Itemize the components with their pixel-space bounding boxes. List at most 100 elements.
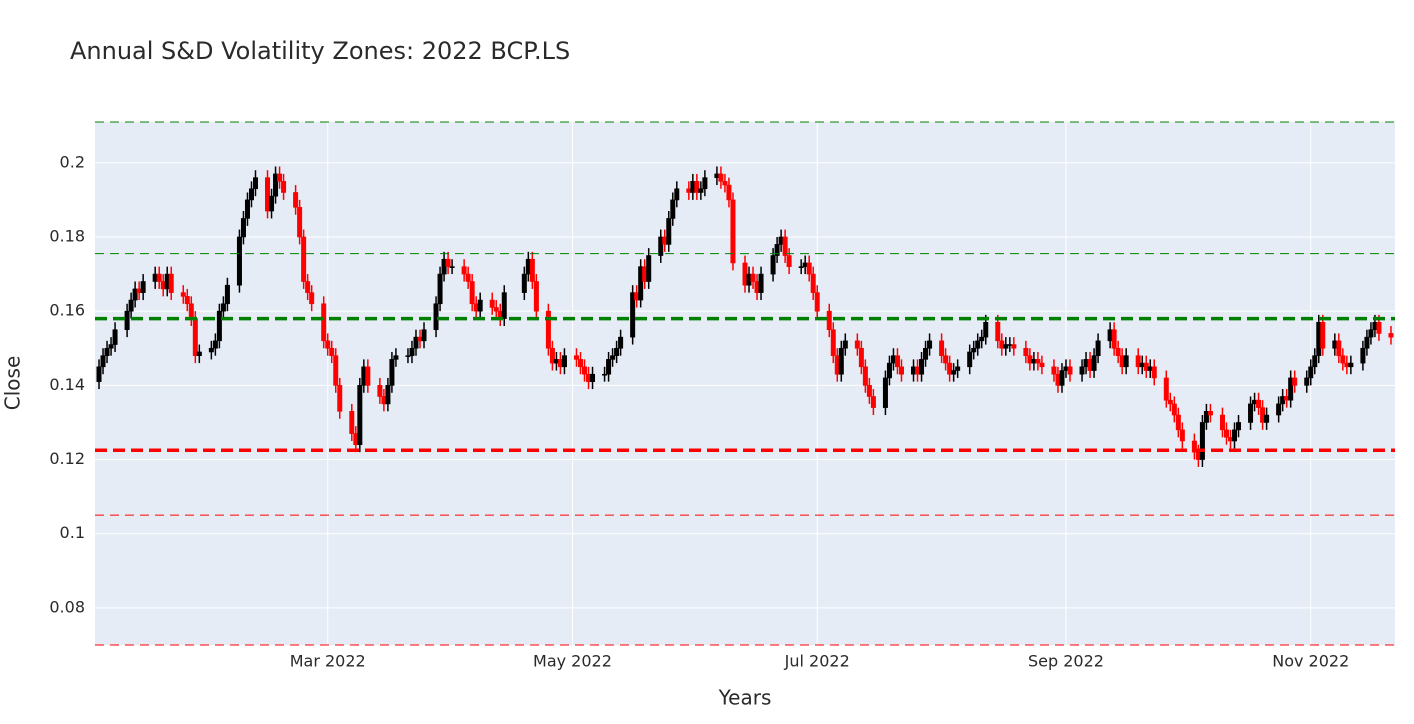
candle-body (124, 310, 130, 331)
plot-area (95, 122, 1395, 645)
candle-body (357, 385, 363, 446)
candle-body (646, 255, 652, 282)
candle-body (886, 362, 892, 379)
candle-body (96, 366, 102, 382)
candle-body (870, 396, 876, 408)
candle-body (1111, 329, 1117, 349)
candle-body (1079, 366, 1085, 375)
candle-body (862, 366, 868, 386)
candle-body (1163, 377, 1169, 401)
candle-body (894, 355, 900, 368)
candle-body (1223, 429, 1229, 438)
y-tick-label: 0.1 (60, 523, 85, 542)
candle-body (1207, 411, 1213, 416)
candle-body (333, 355, 339, 386)
candle-body (533, 281, 539, 312)
candle-body (1067, 366, 1073, 375)
candle-body (269, 195, 275, 212)
candle-body (437, 273, 443, 305)
candle-body (405, 355, 411, 357)
candle-body (192, 318, 198, 356)
candle-body (156, 273, 162, 282)
x-tick-label: Mar 2022 (290, 652, 366, 671)
x-axis-label: Years (718, 686, 772, 710)
candle-body (898, 366, 904, 375)
candle-body (774, 244, 780, 256)
y-axis-label: Close (1, 356, 25, 410)
candle-body (1171, 403, 1177, 416)
candle-body (389, 359, 395, 386)
candle-body (1051, 366, 1057, 375)
candle-body (638, 266, 644, 301)
candle-body (1360, 347, 1366, 364)
candle-body (240, 218, 246, 238)
candle-body (1292, 377, 1298, 386)
candle-body (1312, 355, 1318, 368)
x-tick-label: Jul 2022 (784, 652, 850, 671)
candle-body (614, 347, 620, 356)
candle-body (168, 273, 174, 293)
candle-body (1179, 429, 1185, 442)
candle-body (1095, 340, 1101, 356)
candle-body (365, 366, 371, 386)
candle-body (1288, 377, 1294, 401)
candle-body (212, 340, 218, 349)
candle-body (236, 236, 242, 286)
candle-body (1219, 414, 1225, 431)
candle-body (184, 296, 190, 305)
candle-body (947, 362, 953, 375)
labels: 0.08 0.1 0.12 0.14 0.16 0.18 0.2 Mar 2022 May 20… (49, 152, 1349, 670)
candle-body (501, 292, 507, 319)
candle-body (730, 199, 736, 264)
x-tick-label: May 2022 (533, 652, 612, 671)
candle-body (1203, 411, 1209, 423)
candle-body (726, 184, 732, 201)
y-tick-label: 0.12 (49, 449, 85, 468)
candle-body (1123, 355, 1129, 368)
candle-body (602, 373, 608, 376)
candle-body (493, 307, 499, 312)
candle-body (573, 355, 579, 360)
candle-body (112, 329, 118, 345)
candle-body (108, 344, 114, 349)
candle-body (140, 281, 146, 293)
candle-body (858, 347, 864, 368)
candle-body (670, 199, 676, 219)
candle-body (919, 359, 925, 375)
candle-body (1023, 347, 1029, 356)
candle-body (1191, 440, 1197, 453)
candle-body (618, 336, 624, 349)
candle-body (220, 303, 226, 312)
candle-body (489, 299, 495, 308)
candle-body (265, 177, 271, 212)
candle-body (1091, 355, 1097, 371)
candle-body (674, 188, 680, 201)
candle-body (590, 373, 596, 382)
candle-body (377, 385, 383, 397)
candle-body (252, 177, 258, 190)
candle-body (1003, 344, 1009, 349)
y-tick-label: 0.2 (60, 152, 85, 171)
candle-body (923, 347, 929, 360)
candle-body (806, 262, 812, 275)
candle-body (180, 292, 186, 297)
x-tick-label: Sep 2022 (1028, 652, 1104, 671)
candle-body (1376, 321, 1382, 334)
candle-body (577, 359, 583, 368)
levels (95, 121, 1395, 646)
x-tick-label: Nov 2022 (1272, 652, 1349, 671)
candle-body (297, 207, 303, 238)
candle-body (951, 370, 957, 375)
y-tick-label: 0.16 (49, 301, 85, 320)
candle-body (955, 366, 961, 371)
candle-body (658, 236, 664, 256)
candle-body (786, 255, 792, 267)
candle-body (337, 385, 343, 412)
candle-body (309, 292, 315, 305)
candle-body (104, 347, 110, 356)
candle-body (281, 181, 287, 193)
candle-body (718, 173, 724, 182)
candle-body (1388, 333, 1394, 338)
